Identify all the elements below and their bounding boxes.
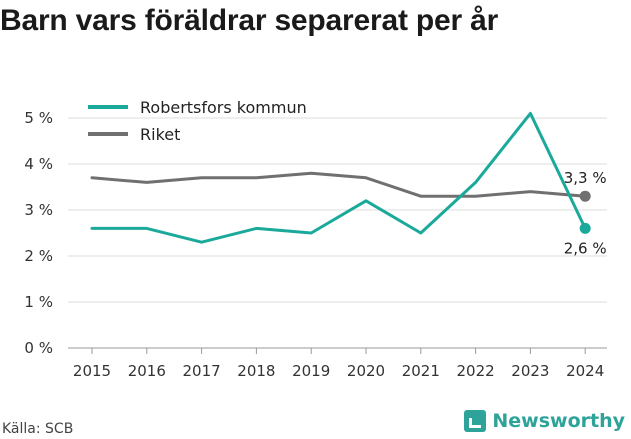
y-tick-label: 4 % [24,155,53,173]
y-axis-ticks: 0 % 1 % 2 % 3 % 4 % 5 % [24,109,53,357]
x-tick-label: 2017 [183,362,221,380]
x-tick-label: 2024 [566,362,604,380]
chart-title: Barn vars föräldrar separerat per år [0,4,499,37]
x-axis-ticks: 2015 2016 2017 2018 2019 2020 2021 2022 2023 2024 [73,348,604,380]
brand-name: Newsworthy [492,410,625,432]
x-tick-label: 2016 [128,362,166,380]
legend-label: Robertsfors kommun [140,98,307,117]
end-point-robertsfors [579,222,591,234]
x-tick-label: 2023 [511,362,549,380]
data-label-riket: 3,3 % [564,169,607,187]
series-line-riket [90,171,587,198]
y-tick-label: 0 % [24,339,53,357]
x-tick-label: 2015 [73,362,111,380]
y-tick-label: 5 % [24,109,53,127]
gridlines [68,117,607,349]
brand-logo: Newsworthy [464,410,625,432]
newsworthy-logo-icon [464,410,487,432]
data-labels: 3,3 % 2,6 % [564,169,607,257]
x-tick-label: 2018 [237,362,275,380]
x-tick-label: 2019 [292,362,330,380]
end-point-riket [579,190,591,202]
legend: Robertsfors kommun Riket [88,98,307,144]
source-text: Källa: SCB [2,421,74,437]
series-lines [90,111,587,244]
x-tick-label: 2021 [402,362,440,380]
legend-label: Riket [140,125,180,144]
data-label-robertsfors: 2,6 % [564,239,607,257]
series-end-points [579,190,591,234]
x-tick-label: 2022 [457,362,495,380]
y-tick-label: 1 % [24,293,53,311]
series-line-robertsfors [90,111,587,244]
x-tick-label: 2020 [347,362,385,380]
y-tick-label: 2 % [24,247,53,265]
y-tick-label: 3 % [24,201,53,219]
